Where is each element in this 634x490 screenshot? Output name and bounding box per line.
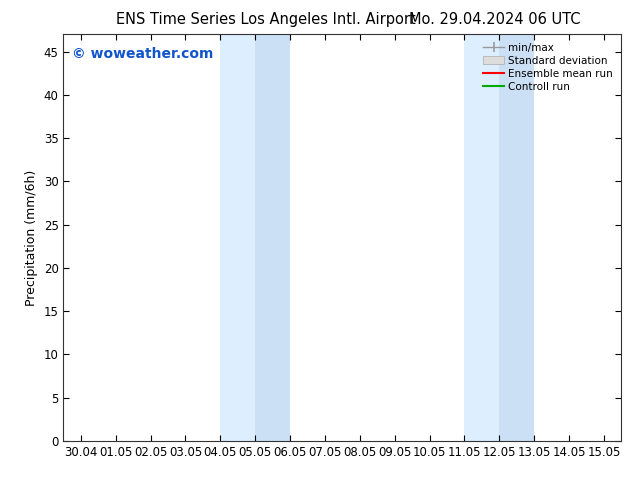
Y-axis label: Precipitation (mm/6h): Precipitation (mm/6h) [25,170,38,306]
Bar [464,34,500,441]
Text: © woweather.com: © woweather.com [72,47,213,60]
Text: ENS Time Series Los Angeles Intl. Airport: ENS Time Series Los Angeles Intl. Airpor… [117,12,416,27]
Bar [255,34,290,441]
Bar [500,34,534,441]
Text: Mo. 29.04.2024 06 UTC: Mo. 29.04.2024 06 UTC [409,12,580,27]
Legend: min/max, Standard deviation, Ensemble mean run, Controll run: min/max, Standard deviation, Ensemble me… [480,40,616,95]
Bar [221,34,255,441]
